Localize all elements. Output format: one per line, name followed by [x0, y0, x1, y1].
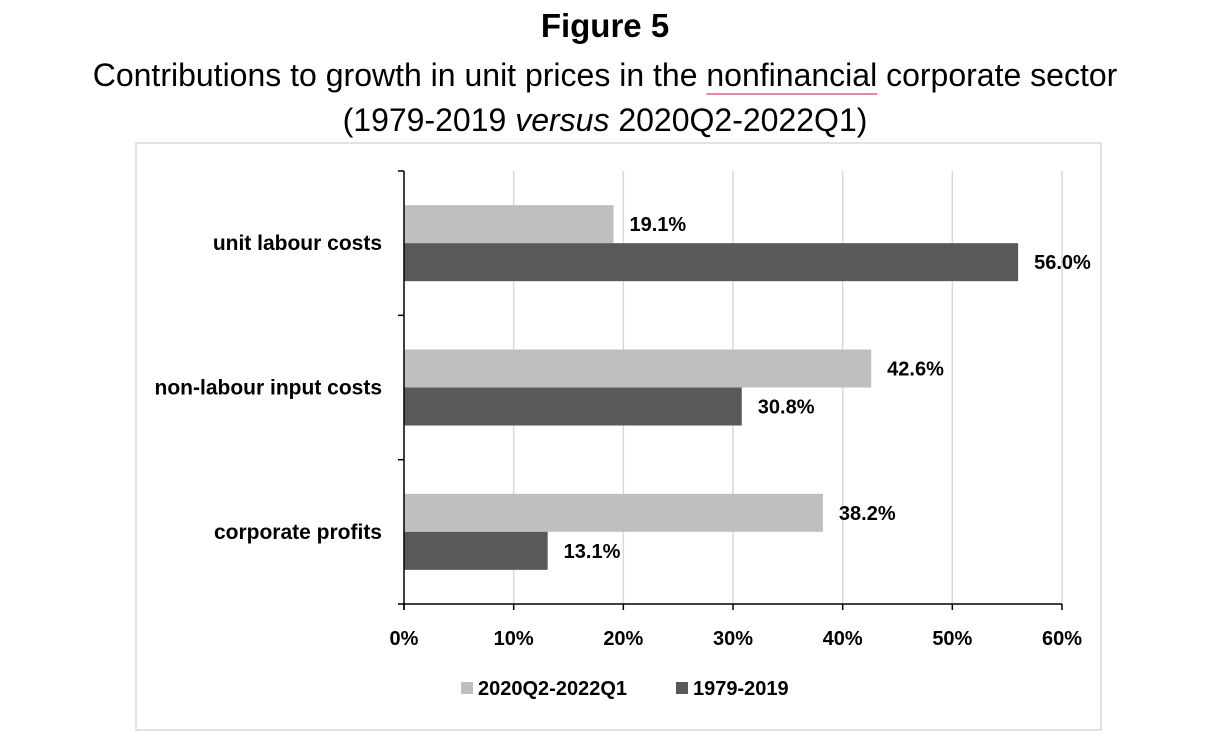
- category-label: unit labour costs: [213, 232, 382, 255]
- x-tick-label: 0%: [390, 628, 419, 650]
- chart-subtitle: (1979-2019 versus 2020Q2-2022Q1): [0, 100, 1210, 140]
- bar: [404, 493, 823, 532]
- data-label: 30.8%: [758, 397, 815, 419]
- legend-label: 2020Q2-2022Q1: [478, 678, 627, 700]
- bar: [404, 531, 548, 570]
- x-tick-label: 40%: [823, 628, 863, 650]
- chart-title-flagged-word: nonfinancial: [706, 57, 878, 93]
- category-label: non-labour input costs: [155, 377, 382, 400]
- chart-title-start: Contributions to growth in unit prices i…: [92, 57, 707, 93]
- chart-title: Contributions to growth in unit prices i…: [0, 55, 1210, 95]
- data-label: 56.0%: [1034, 252, 1091, 274]
- legend-swatch: [461, 682, 473, 694]
- data-label: 19.1%: [629, 214, 686, 236]
- x-tick-label: 50%: [932, 628, 972, 650]
- chart-subtitle-italic: versus: [515, 102, 610, 138]
- data-label: 38.2%: [839, 503, 896, 525]
- x-tick-label: 20%: [603, 628, 643, 650]
- chart-subtitle-open: (1979-2019: [342, 102, 516, 138]
- bar: [404, 243, 1019, 282]
- x-tick-label: 10%: [494, 628, 534, 650]
- x-tick-label: 60%: [1042, 628, 1082, 650]
- data-label: 13.1%: [564, 541, 621, 563]
- bar: [404, 349, 872, 388]
- data-label: 42.6%: [887, 359, 944, 381]
- chart-frame: [135, 142, 1102, 731]
- chart-title-end: corporate sector: [877, 57, 1118, 93]
- bar: [404, 387, 742, 426]
- figure-label: Figure 5: [540, 7, 670, 44]
- legend-swatch: [676, 682, 688, 694]
- legend-label: 1979-2019: [693, 678, 789, 700]
- chart-subtitle-close: 2020Q2-2022Q1): [609, 102, 868, 138]
- category-label: corporate profits: [214, 521, 382, 544]
- x-tick-label: 30%: [713, 628, 753, 650]
- bar: [404, 205, 614, 244]
